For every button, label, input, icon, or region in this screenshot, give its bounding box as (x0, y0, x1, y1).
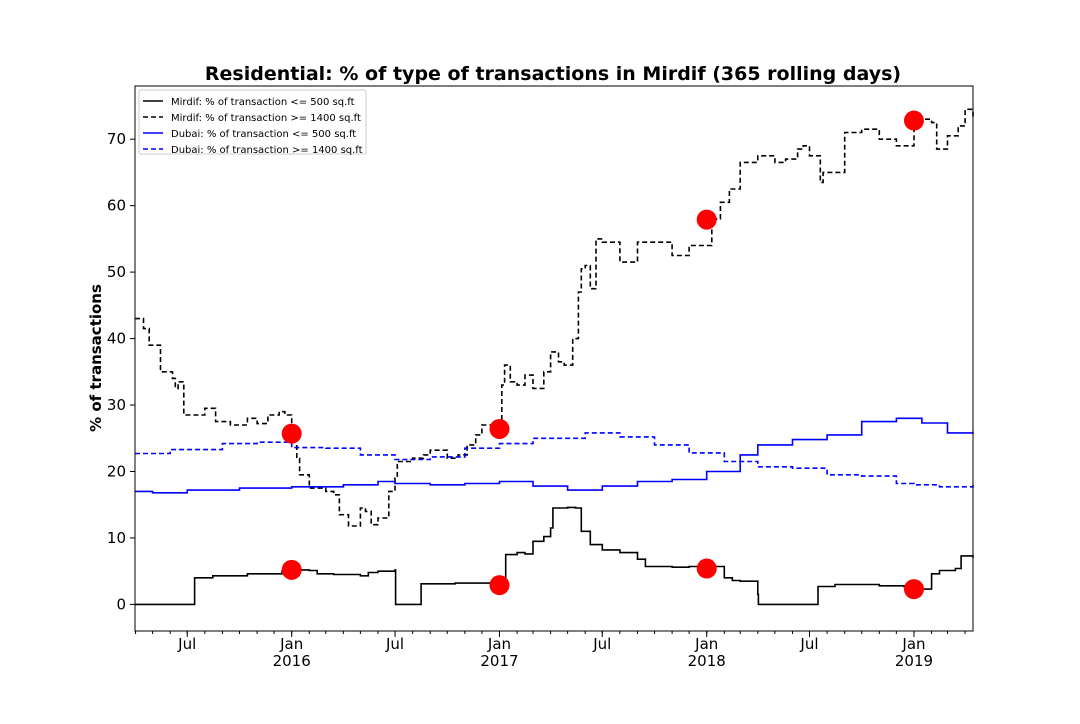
highlight-marker (281, 423, 302, 444)
plot-frame (134, 85, 974, 632)
x-tick-label: Jul (799, 635, 818, 653)
highlight-marker (489, 575, 510, 596)
chart-title: Residential: % of type of transactions i… (205, 63, 901, 85)
highlight-marker (489, 418, 510, 439)
x-tick-label: Jan (901, 635, 925, 653)
x-tick-year-label: 2019 (895, 652, 933, 670)
x-tick-label: Jul (177, 635, 196, 653)
series-line-2 (135, 108, 974, 527)
y-tick-label: 30 (107, 396, 126, 414)
x-tick-label: Jul (385, 635, 404, 653)
highlight-marker (696, 558, 717, 579)
y-axis-label: % of transactions (87, 284, 105, 432)
y-tick-label: 0 (116, 595, 126, 613)
y-tick-label: 70 (107, 130, 126, 148)
legend-label: Dubai: % of transaction >= 1400 sq.ft (171, 145, 363, 156)
highlight-marker (281, 559, 302, 580)
y-tick-label: 50 (107, 263, 126, 281)
highlight-marker (903, 579, 924, 600)
series-line-1 (135, 506, 974, 606)
x-tick-year-label: 2017 (480, 652, 518, 670)
x-tick-year-label: 2018 (688, 652, 726, 670)
legend-label: Dubai: % of transaction <= 500 sq.ft (171, 129, 356, 140)
x-tick-label: Jul (592, 635, 611, 653)
x-tick-label: Jan (694, 635, 718, 653)
highlight-marker (696, 209, 717, 230)
highlight-markers (281, 110, 924, 600)
legend-box (138, 89, 367, 155)
y-tick-label: 10 (107, 529, 126, 547)
series-lines (135, 108, 974, 606)
x-tick-label: Jan (279, 635, 303, 653)
x-tick-label: Jan (487, 635, 511, 653)
series-line-4 (135, 432, 974, 488)
x-tick-year-label: 2016 (273, 652, 311, 670)
y-tick-label: 20 (107, 462, 126, 480)
series-line-3 (135, 417, 974, 494)
highlight-marker (903, 110, 924, 131)
legend: Mirdif: % of transaction <= 500 sq.ft Mir… (138, 89, 367, 156)
legend-label: Mirdif: % of transaction >= 1400 sq.ft (171, 113, 361, 124)
y-tick-label: 40 (107, 330, 126, 348)
legend-label: Mirdif: % of transaction <= 500 sq.ft (171, 97, 355, 108)
y-tick-label: 60 (107, 197, 126, 215)
